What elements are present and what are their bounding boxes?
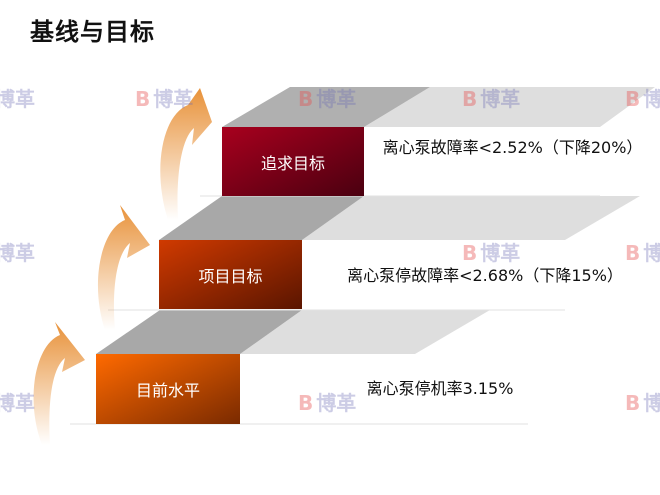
watermark-logo: B博革 <box>625 87 660 111</box>
step-description-3: 离心泵故障率<2.52%（下降20%） <box>382 138 643 157</box>
plane-dark-3 <box>222 87 430 127</box>
plane-light-3 <box>364 87 655 127</box>
step-box-2 <box>159 240 302 309</box>
watermark-logo: 博革 <box>0 391 35 415</box>
curved-arrow-icon-1 <box>33 322 85 445</box>
step-label-3: 追求目标 <box>260 153 325 173</box>
page-title: 基线与目标 <box>30 18 155 46</box>
step-box-3 <box>222 127 364 196</box>
curved-arrow-icon-2 <box>97 205 150 330</box>
curved-arrow-icon-3 <box>160 88 212 220</box>
watermark-logo: 博革 <box>0 87 35 111</box>
step-description-1: 离心泵停机率3.15% <box>366 379 514 398</box>
plane-dark-1 <box>96 310 302 354</box>
step-box-1 <box>96 354 240 424</box>
watermark-logo: B博革 <box>625 241 660 265</box>
step-label-2: 项目目标 <box>198 266 263 286</box>
plane-light-1 <box>240 310 490 354</box>
step-description-2: 离心泵停故障率<2.68%（下降15%） <box>347 266 623 285</box>
plane-dark-2 <box>159 196 364 240</box>
plane-light-2 <box>302 196 640 240</box>
watermark-logo: 博革 <box>0 241 35 265</box>
step-label-1: 目前水平 <box>135 381 200 400</box>
watermark-logo: B博革 <box>625 391 660 415</box>
